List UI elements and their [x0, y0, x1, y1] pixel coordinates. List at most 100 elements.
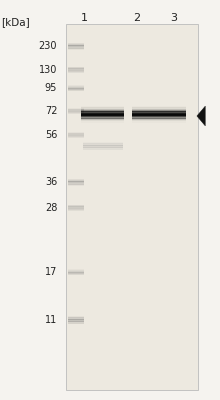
Bar [81, 111, 124, 113]
Bar [68, 270, 84, 271]
Bar [68, 67, 84, 68]
Bar [68, 70, 84, 71]
Bar [68, 135, 84, 136]
Bar [68, 271, 84, 272]
Text: 230: 230 [39, 41, 57, 51]
Bar [68, 273, 84, 274]
Bar [81, 116, 124, 117]
Bar [68, 109, 84, 110]
Bar [68, 323, 84, 324]
Bar [68, 183, 84, 184]
Bar [68, 209, 84, 210]
Text: 1: 1 [81, 13, 88, 23]
Bar [68, 132, 84, 133]
Bar [68, 86, 84, 87]
Bar [68, 319, 84, 320]
Bar [68, 180, 84, 181]
Bar [68, 87, 84, 88]
Bar [82, 148, 123, 149]
Bar [68, 71, 84, 72]
Bar [68, 182, 84, 183]
Bar [68, 110, 84, 111]
Bar [68, 210, 84, 211]
Bar [68, 89, 84, 90]
Text: 2: 2 [133, 13, 140, 23]
Bar [68, 46, 84, 47]
Text: 17: 17 [45, 267, 57, 277]
Bar [68, 47, 84, 48]
Bar [81, 120, 124, 122]
Bar [68, 43, 84, 44]
Bar [132, 106, 186, 108]
Bar [82, 146, 123, 147]
Bar [68, 111, 84, 112]
Bar [68, 72, 84, 73]
Bar [68, 48, 84, 49]
Bar [68, 322, 84, 323]
Bar [82, 145, 123, 146]
Bar [81, 107, 124, 109]
Bar [68, 133, 84, 134]
Bar [68, 179, 84, 180]
Bar [68, 44, 84, 45]
Bar [68, 317, 84, 318]
Bar [68, 133, 84, 134]
Bar [68, 272, 84, 273]
Bar [81, 108, 124, 110]
Bar [68, 137, 84, 138]
Text: 11: 11 [45, 315, 57, 325]
Bar [81, 117, 124, 119]
Bar [68, 210, 84, 211]
Bar [66, 24, 198, 390]
Bar [132, 120, 186, 122]
Bar [68, 269, 84, 270]
Polygon shape [197, 106, 205, 126]
Bar [68, 184, 84, 185]
Bar [132, 111, 186, 113]
Text: 72: 72 [45, 106, 57, 116]
Bar [68, 321, 84, 322]
Bar [68, 112, 84, 113]
Bar [68, 207, 84, 208]
Bar [68, 109, 84, 110]
Bar [68, 272, 84, 273]
Bar [81, 106, 124, 108]
Bar [68, 183, 84, 184]
Bar [68, 208, 84, 209]
Bar [132, 118, 186, 120]
Bar [82, 149, 123, 150]
Bar [82, 145, 123, 146]
Bar [68, 206, 84, 207]
Bar [68, 134, 84, 135]
Bar [68, 274, 84, 275]
Bar [81, 114, 124, 116]
Bar [82, 147, 123, 148]
Text: 95: 95 [45, 83, 57, 93]
Text: 130: 130 [39, 65, 57, 75]
Bar [68, 88, 84, 89]
Bar [81, 121, 124, 123]
Bar [68, 319, 84, 320]
Bar [68, 88, 84, 89]
Text: 36: 36 [45, 177, 57, 187]
Bar [68, 69, 84, 70]
Bar [132, 117, 186, 119]
Bar [68, 45, 84, 46]
Bar [132, 108, 186, 110]
Bar [68, 72, 84, 73]
Bar [68, 49, 84, 50]
Bar [68, 42, 84, 43]
Bar [68, 136, 84, 137]
Bar [68, 90, 84, 91]
Bar [68, 113, 84, 114]
Bar [68, 68, 84, 69]
Bar [81, 113, 124, 114]
Bar [68, 206, 84, 207]
Bar [132, 114, 186, 116]
Bar [68, 70, 84, 71]
Bar [82, 149, 123, 150]
Bar [132, 110, 186, 112]
Bar [81, 110, 124, 112]
Bar [68, 178, 84, 179]
Bar [81, 118, 124, 120]
